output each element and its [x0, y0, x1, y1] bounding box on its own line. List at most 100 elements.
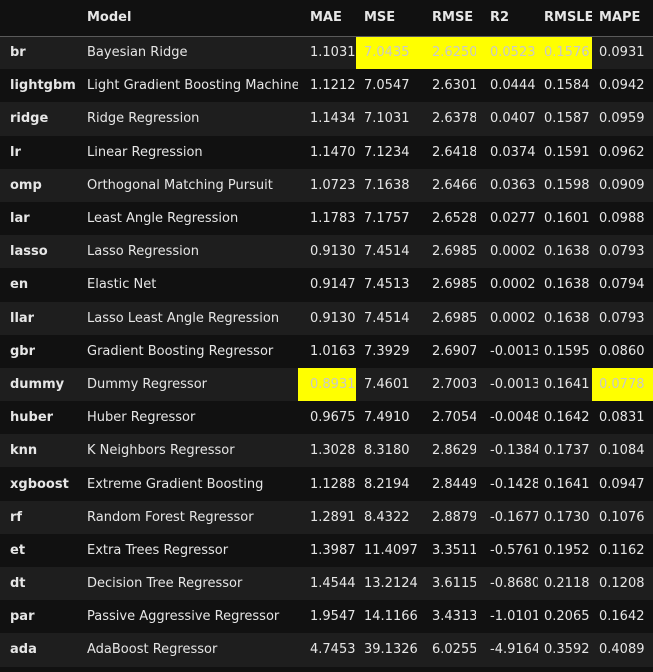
- cell-rmse: 2.6466: [432, 177, 476, 193]
- cell-rmsle: 0.1642: [544, 410, 590, 426]
- cell-mae: 1.0723: [310, 177, 356, 193]
- table-row: huber Huber Regressor 0.9675 7.4910 2.7054 -0…: [0, 401, 653, 435]
- cell-r2: -0.5761: [490, 542, 538, 558]
- table-row: ridge Ridge Regression 1.1434 7.1031 2.6378 0…: [0, 102, 653, 136]
- cell-model: Ridge Regression: [87, 111, 200, 127]
- header-index: [0, 0, 87, 37]
- cell-mae: 0.9130: [310, 310, 356, 326]
- header-model: Model: [87, 0, 298, 37]
- cell-mae: 1.3987: [310, 542, 356, 558]
- cell-model: Elastic Net: [87, 277, 157, 293]
- cell-mse: 7.4514: [364, 310, 410, 326]
- table-row: xgboost Extreme Gradient Boosting 1.1288 8.…: [0, 467, 653, 501]
- cell-r2: 0.0002: [490, 244, 536, 260]
- cell-mape: 0.1208: [599, 576, 645, 592]
- cell-index: xgboost: [10, 476, 69, 492]
- cell-rmsle: 0.1598: [544, 177, 590, 193]
- cell-index: lightgbm: [10, 78, 76, 94]
- cell-rmse: 2.6301: [432, 78, 476, 94]
- header-mse: MSE: [356, 0, 420, 37]
- cell-mae: 1.1212: [310, 78, 356, 94]
- cell-model: Light Gradient Boosting Machine: [87, 78, 298, 94]
- cell-mae: 1.1434: [310, 111, 356, 127]
- cell-mae: 1.2891: [310, 509, 356, 525]
- cell-rmsle: 0.1601: [544, 211, 590, 227]
- table-row: br Bayesian Ridge 1.1031 7.0435 2.6250 0.0523…: [0, 36, 653, 70]
- cell-index: par: [10, 609, 35, 625]
- cell-index: lar: [10, 211, 30, 227]
- cell-model: Linear Regression: [87, 144, 203, 160]
- cell-model: Huber Regressor: [87, 410, 196, 426]
- header-rmse: RMSE: [420, 0, 476, 37]
- table-row: llar Lasso Least Angle Regression 0.9130 7.…: [0, 301, 653, 335]
- cell-r2: 0.0363: [490, 177, 536, 193]
- table-row: knn K Neighbors Regressor 1.3028 8.3180 2.86…: [0, 434, 653, 468]
- table-row: et Extra Trees Regressor 1.3987 11.4097 3.35…: [0, 533, 653, 567]
- cell-index: br: [10, 45, 26, 61]
- cell-mse: 7.1234: [364, 144, 410, 160]
- cell-r2: 0.0002: [490, 310, 536, 326]
- cell-r2: -4.9164: [490, 642, 538, 658]
- cell-r2: 0.0523: [476, 36, 538, 70]
- cell-r2: 0.0374: [490, 144, 536, 160]
- cell-rmsle: 0.2065: [544, 609, 590, 625]
- cell-mape: 0.0931: [599, 45, 645, 61]
- cell-mape: 0.0947: [599, 476, 645, 492]
- cell-index: huber: [10, 410, 54, 426]
- table-row: en Elastic Net 0.9147 7.4513 2.6985 0.0002 0.1…: [0, 268, 653, 302]
- cell-index: gbr: [10, 343, 36, 359]
- cell-rmsle: 0.1587: [544, 111, 590, 127]
- cell-mae: 1.1470: [310, 144, 356, 160]
- cell-rmse: 2.6985: [432, 277, 476, 293]
- cell-mae: 0.9130: [310, 244, 356, 260]
- cell-mse: 14.1166: [364, 609, 418, 625]
- table-row: dummy Dummy Regressor 0.8931 7.4601 2.7003 -0…: [0, 367, 653, 402]
- cell-model: Decision Tree Regressor: [87, 576, 243, 592]
- cell-mse: 11.4097: [364, 542, 418, 558]
- table-row: dt Decision Tree Regressor 1.4544 13.2124 3.…: [0, 567, 653, 601]
- cell-rmse: 3.6115: [432, 576, 476, 592]
- cell-mape: 0.1162: [599, 542, 645, 558]
- cell-mape: 0.1642: [599, 609, 645, 625]
- cell-mape: 0.0860: [599, 343, 645, 359]
- cell-mae: 1.3028: [310, 443, 356, 459]
- cell-model: Extra Trees Regressor: [87, 542, 229, 558]
- cell-r2: 0.0444: [490, 78, 536, 94]
- cell-index: lr: [10, 144, 21, 160]
- cell-rmse: 6.0255: [432, 642, 476, 658]
- cell-mape: 0.0909: [599, 177, 645, 193]
- cell-rmse: 2.8629: [432, 443, 476, 459]
- cell-mse: 7.4601: [364, 376, 410, 392]
- cell-rmse: 2.7054: [432, 410, 476, 426]
- cell-r2: 0.0002: [490, 277, 536, 293]
- cell-index: ridge: [10, 111, 49, 127]
- cell-mae: 4.7453: [310, 642, 356, 658]
- cell-rmsle: 0.1584: [544, 78, 590, 94]
- cell-mse: 13.2124: [364, 576, 418, 592]
- cell-mse: 8.3180: [364, 443, 410, 459]
- cell-index: ada: [10, 642, 37, 658]
- cell-mape: 0.0793: [599, 310, 645, 326]
- cell-index: knn: [10, 443, 38, 459]
- cell-rmse: 2.6250: [420, 36, 476, 70]
- cell-mae: 1.1288: [310, 476, 356, 492]
- cell-index: lasso: [10, 244, 48, 260]
- cell-mae: 0.9675: [310, 410, 356, 426]
- cell-rmsle: 0.2118: [544, 576, 590, 592]
- cell-rmse: 2.6907: [432, 343, 476, 359]
- cell-r2: -0.0013: [490, 343, 538, 359]
- cell-rmsle: 0.1591: [544, 144, 590, 160]
- cell-mae: 1.1031: [310, 45, 356, 61]
- cell-mse: 39.1326: [364, 642, 418, 658]
- cell-rmsle: 0.1638: [544, 277, 590, 293]
- cell-mse: 8.2194: [364, 476, 410, 492]
- cell-mae: 0.9147: [310, 277, 356, 293]
- cell-r2: -0.1428: [490, 476, 538, 492]
- cell-mape: 0.0962: [599, 144, 645, 160]
- cell-index: dt: [10, 576, 26, 592]
- cell-index: dummy: [10, 376, 65, 392]
- cell-model: Lasso Least Angle Regression: [87, 310, 280, 326]
- cell-mae: 1.9547: [310, 609, 356, 625]
- cell-mape: 0.1084: [599, 443, 645, 459]
